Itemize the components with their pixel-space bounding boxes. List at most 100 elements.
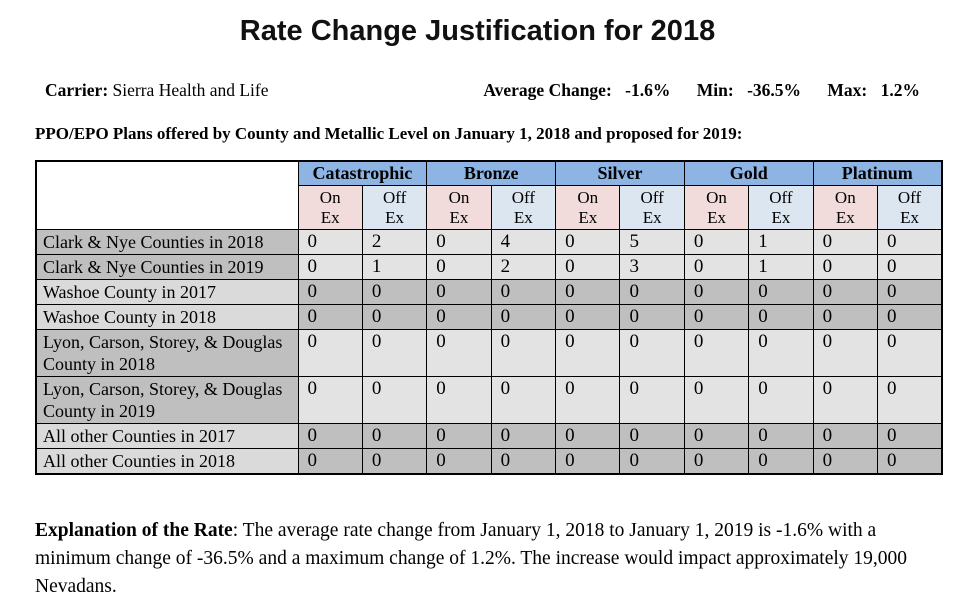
plan-count-cell: 0 xyxy=(877,376,943,424)
on-ex-header: On Ex xyxy=(297,185,363,230)
plan-count-cell: 0 xyxy=(555,254,621,280)
metal-header-row: Catastrophic Bronze Silver Gold Platinum xyxy=(35,160,943,230)
plan-count-cell: 0 xyxy=(297,448,363,475)
min-label: Min: xyxy=(696,80,734,100)
plan-count-cell: 0 xyxy=(297,376,363,424)
plan-count-cell: 0 xyxy=(426,329,492,377)
off-ex-header: Off Ex xyxy=(619,185,685,230)
plan-count-cell: 1 xyxy=(361,254,428,280)
metal-header-gold: Gold xyxy=(683,160,814,186)
plan-count-cell: 0 xyxy=(490,304,557,330)
plan-count-cell: 0 xyxy=(361,376,428,424)
plan-count-cell: 0 xyxy=(812,376,879,424)
plan-count-cell: 0 xyxy=(812,304,879,330)
average-change-label: Average Change: xyxy=(483,80,612,100)
plan-count-cell: 5 xyxy=(619,229,685,255)
off-ex-header: Off Ex xyxy=(361,185,428,230)
plan-count-cell: 0 xyxy=(426,304,492,330)
plan-count-cell: 0 xyxy=(683,376,750,424)
plan-count-cell: 0 xyxy=(361,329,428,377)
plan-count-cell: 0 xyxy=(555,279,621,305)
off-ex-header: Off Ex xyxy=(748,185,814,230)
carrier-label: Carrier: xyxy=(45,80,109,100)
corner-cell xyxy=(35,160,299,230)
table-row: Washoe County in 2017 0 0 0 0 0 0 0 0 0 0 xyxy=(35,279,943,305)
row-label: Washoe County in 2018 xyxy=(35,304,299,330)
plan-count-cell: 0 xyxy=(748,376,814,424)
plan-count-cell: 0 xyxy=(490,376,557,424)
plan-count-cell: 0 xyxy=(619,304,685,330)
row-label: All other Counties in 2017 xyxy=(35,423,299,449)
table-row: Clark & Nye Counties in 2018 0 2 0 4 0 5 0 1 0 0 xyxy=(35,229,943,255)
plan-count-cell: 0 xyxy=(683,279,750,305)
plan-count-cell: 0 xyxy=(748,329,814,377)
explanation-heading: Explanation of the Rate xyxy=(35,520,233,541)
plan-count-cell: 0 xyxy=(812,329,879,377)
plan-count-cell: 0 xyxy=(619,448,685,475)
plan-count-cell: 0 xyxy=(361,448,428,475)
metal-header-bronze: Bronze xyxy=(426,160,557,186)
plan-count-cell: 0 xyxy=(361,304,428,330)
plan-count-cell: 0 xyxy=(877,279,943,305)
carrier-line: Carrier: Sierra Health and Life xyxy=(45,80,269,100)
plan-count-cell: 0 xyxy=(297,304,363,330)
plan-count-cell: 1 xyxy=(748,229,814,255)
plan-count-cell: 0 xyxy=(683,229,750,255)
plan-count-cell: 0 xyxy=(297,229,363,255)
plan-count-cell: 0 xyxy=(683,329,750,377)
plan-count-cell: 0 xyxy=(812,423,879,449)
row-label: Clark & Nye Counties in 2018 xyxy=(35,229,299,255)
plan-count-cell: 0 xyxy=(297,254,363,280)
plan-count-cell: 0 xyxy=(555,229,621,255)
row-label: Washoe County in 2017 xyxy=(35,279,299,305)
on-ex-header: On Ex xyxy=(555,185,621,230)
metal-header-platinum: Platinum xyxy=(812,160,943,186)
table-row: All other Counties in 2017 0 0 0 0 0 0 0 0 0 0 xyxy=(35,423,943,449)
plan-count-cell: 3 xyxy=(619,254,685,280)
plan-count-cell: 0 xyxy=(812,229,879,255)
plan-count-cell: 2 xyxy=(490,254,557,280)
row-label: Lyon, Carson, Storey, & Douglas County i… xyxy=(35,376,299,424)
table-body: Clark & Nye Counties in 2018 0 2 0 4 0 5 0 1 0 0 Cl… xyxy=(35,229,943,475)
plan-count-cell: 0 xyxy=(555,329,621,377)
plan-count-cell: 0 xyxy=(619,279,685,305)
table-row: Lyon, Carson, Storey, & Douglas County i… xyxy=(35,329,943,377)
max-label: Max: xyxy=(827,80,868,100)
table-caption: PPO/EPO Plans offered by County and Meta… xyxy=(35,124,743,143)
page-title: Rate Change Justification for 2018 xyxy=(239,15,716,47)
plan-count-cell: 0 xyxy=(877,229,943,255)
plan-count-cell: 0 xyxy=(877,423,943,449)
plan-count-cell: 0 xyxy=(619,329,685,377)
plan-count-cell: 0 xyxy=(297,329,363,377)
plan-count-cell: 0 xyxy=(619,376,685,424)
plan-count-cell: 0 xyxy=(812,254,879,280)
plan-count-cell: 0 xyxy=(426,423,492,449)
plan-count-cell: 0 xyxy=(555,448,621,475)
plan-count-cell: 4 xyxy=(490,229,557,255)
exchange-header-row: On Ex Off Ex On Ex Off Ex On Ex Off Ex O… xyxy=(36,185,943,230)
plan-count-cell: 0 xyxy=(426,229,492,255)
table-row: Clark & Nye Counties in 2019 0 1 0 2 0 3 0 1 0 0 xyxy=(35,254,943,280)
on-ex-header: On Ex xyxy=(812,185,879,230)
stats-line: Average Change: -1.6% Min: -36.5% Max: 1… xyxy=(483,80,920,100)
plan-count-cell: 0 xyxy=(297,279,363,305)
plan-count-cell: 0 xyxy=(555,304,621,330)
plan-count-cell: 0 xyxy=(748,304,814,330)
plan-count-cell: 0 xyxy=(877,254,943,280)
plan-count-cell: 0 xyxy=(877,329,943,377)
carrier-name: Sierra Health and Life xyxy=(112,80,269,100)
metal-header-catastrophic: Catastrophic xyxy=(297,160,428,186)
plan-count-cell: 1 xyxy=(748,254,814,280)
plan-count-cell: 0 xyxy=(426,448,492,475)
plan-count-cell: 0 xyxy=(877,304,943,330)
row-label: All other Counties in 2018 xyxy=(35,448,299,475)
plan-count-cell: 0 xyxy=(555,376,621,424)
plan-count-cell: 2 xyxy=(361,229,428,255)
info-row: Carrier: Sierra Health and Life Average … xyxy=(45,80,920,100)
metal-header-silver: Silver xyxy=(555,160,685,186)
plan-count-cell: 0 xyxy=(361,423,428,449)
plan-count-cell: 0 xyxy=(361,279,428,305)
plan-count-cell: 0 xyxy=(812,279,879,305)
plan-count-cell: 0 xyxy=(490,329,557,377)
plan-count-cell: 0 xyxy=(683,254,750,280)
